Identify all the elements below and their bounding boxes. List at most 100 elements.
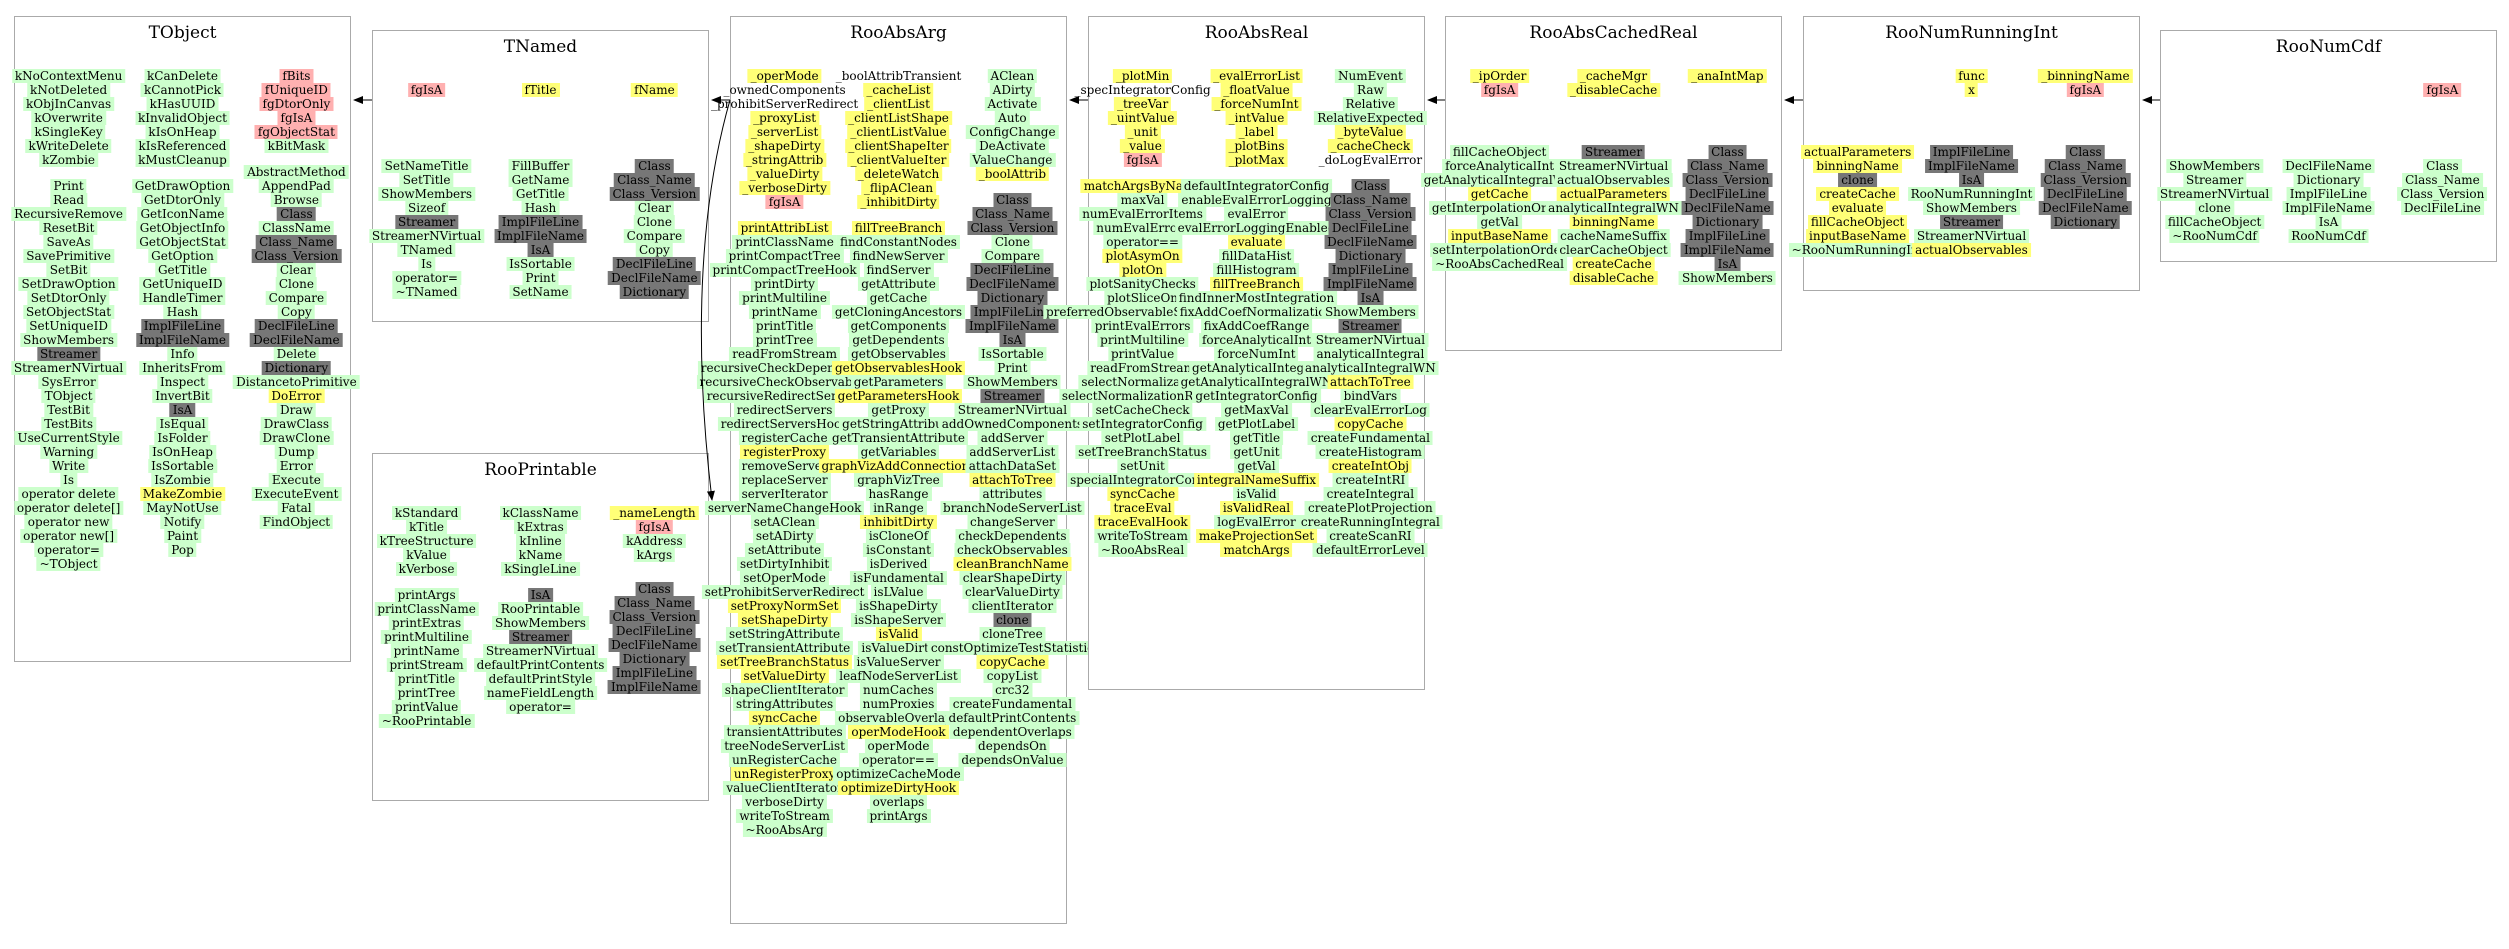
member-item: kZombie	[39, 153, 99, 167]
member-item: HandleTimer	[139, 291, 226, 305]
member-item: fillCacheObject	[1449, 145, 1550, 159]
member-item: cacheNameSuffix	[1557, 229, 1670, 243]
member-item: fillCacheObject	[2164, 215, 2265, 229]
member-item: TNamed	[397, 243, 456, 257]
member-item: defaultPrintStyle	[485, 672, 596, 686]
member-item: ConfigChange	[966, 125, 1059, 139]
member-item: Class_Name	[1330, 193, 1411, 207]
method-group: Class Class_Name Class_Version DeclFileLine…	[1297, 179, 1443, 557]
member-item: FillBuffer	[508, 159, 573, 173]
member-item: serverNameChangeHook	[704, 501, 865, 515]
member-item: printMultiline	[1097, 333, 1188, 347]
member-item: SetNameTitle	[381, 159, 472, 173]
data-member-group: _operMode _ownedComponents _prohibitServer…	[708, 69, 861, 209]
member-item: analyticalIntegral	[1313, 347, 1428, 361]
member-item: DeActivate	[976, 139, 1049, 153]
method-group: Class Class_Name Class_Version DeclFileLine…	[1678, 145, 1776, 285]
member-item: operator new	[24, 515, 113, 529]
class-members: _plotMin _specIntegratorConfig _treeVar _ui…	[1042, 17, 1443, 689]
member-item: StreamerNVirtual	[954, 403, 1071, 417]
member-item: _shapeDirty	[745, 139, 824, 153]
member-item: plotSanityChecks	[1086, 277, 1199, 291]
member-item: printName	[390, 644, 463, 658]
member-item: ExecuteEvent	[251, 487, 342, 501]
member-item: kInline	[516, 534, 565, 548]
data-member-group: kStandard kTitle kTreeStructure kValue kVerb…	[376, 506, 477, 576]
method-group: DeclFileName Dictionary ImplFileLine ImplFi…	[2282, 159, 2375, 243]
member-item: inputBaseName	[1448, 229, 1552, 243]
class-box-rooabsreal: RooAbsReal _plotMin _specIntegratorConfig…	[1042, 16, 1443, 690]
member-item: getParameters	[850, 375, 947, 389]
member-item: IsSortable	[506, 257, 575, 271]
member-item: Inspect	[157, 375, 208, 389]
member-item: isLValue	[870, 585, 927, 599]
member-item: fName	[631, 83, 678, 97]
member-item: clearEvalErrorLog	[1310, 403, 1430, 417]
class-title: RooNumCdf	[2275, 37, 2382, 57]
member-item: printMultiline	[381, 630, 472, 644]
member-item: kStandard	[391, 506, 462, 520]
member-item: setProhibitServerRedirect	[701, 585, 868, 599]
member-item: fgIsA	[1123, 153, 1162, 167]
member-item: _clientListShape	[845, 111, 952, 125]
member-item: ~TObject	[36, 557, 101, 571]
member-item: matchArgs	[1220, 543, 1293, 557]
member-item: _cacheMgr	[1576, 69, 1651, 83]
member-item: getParametersHook	[834, 389, 963, 403]
member-item: operator=	[506, 700, 575, 714]
member-item: _verboseDirty	[739, 181, 830, 195]
member-item: _clientListValue	[847, 125, 950, 139]
member-item: Dictionary	[1335, 249, 1406, 263]
member-item: createFundamental	[1307, 431, 1434, 445]
member-item: x	[1965, 83, 1978, 97]
member-item: isFundamental	[850, 571, 947, 585]
member-item: copyList	[983, 669, 1041, 683]
member-item: isValid	[1233, 487, 1280, 501]
class-title: RooAbsCachedReal	[1529, 23, 1698, 43]
member-item: printTitle	[752, 319, 817, 333]
member-item: Class_Name	[614, 173, 695, 187]
member-item: _floatValue	[1220, 83, 1293, 97]
member-item: fgIsA	[635, 520, 674, 534]
member-item: GetName	[508, 173, 573, 187]
member-item: kObjInCanvas	[23, 97, 115, 111]
member-item: printCompactTree	[725, 249, 844, 263]
member-item: Dictionary	[977, 291, 1048, 305]
member-item: logEvalError	[1214, 515, 1299, 529]
member-item: IsA	[527, 588, 554, 602]
member-item: Streamer	[980, 389, 1045, 403]
method-group: fillTreeBranch findConstantNodes findNewSe…	[818, 221, 979, 823]
member-item: clone	[2195, 201, 2234, 215]
member-item: Browse	[270, 193, 323, 207]
member-item: kIsReferenced	[135, 139, 230, 153]
method-group: printAttribList printClassName printCompac…	[696, 221, 873, 837]
member-item: _plotMax	[1225, 153, 1288, 167]
member-item: ImplFileName	[1323, 277, 1417, 291]
member-item: attachDataSet	[965, 459, 1060, 473]
member-item: _cacheList	[863, 83, 934, 97]
arrow-rooabsarg-to-rooprintable	[700, 99, 731, 501]
member-item: StreamerNVirtual	[10, 361, 127, 375]
member-item: ImplFileName	[965, 319, 1059, 333]
member-item: getAnalyticalIntegralWN	[1177, 375, 1336, 389]
member-item: _ownedComponents	[723, 83, 846, 97]
member-item: addServerList	[966, 445, 1059, 459]
member-item: printEvalErrors	[1091, 319, 1194, 333]
member-item: ValueChange	[969, 153, 1056, 167]
member-item: kNoContextMenu	[11, 69, 126, 83]
member-item: addServer	[977, 431, 1047, 445]
member-item: findServer	[863, 263, 934, 277]
member-item: Class_Version	[1325, 207, 1416, 221]
member-item: numEvalErrors	[1093, 221, 1192, 235]
member-item: ImplFileLine	[2286, 187, 2371, 201]
member-item: printArgs	[866, 809, 931, 823]
member-item: dependsOnValue	[958, 753, 1067, 767]
member-item: Dictionary	[2293, 173, 2364, 187]
member-item: _plotMin	[1112, 69, 1173, 83]
member-item: Activate	[984, 97, 1041, 111]
member-item: Print	[994, 361, 1031, 375]
member-item: Paint	[163, 529, 202, 543]
method-group: FillBuffer GetName GetTitle Hash ImplFileLin…	[494, 159, 587, 299]
member-item: DeclFileLine	[612, 257, 696, 271]
member-item: _boolAttribTransient	[835, 69, 962, 83]
